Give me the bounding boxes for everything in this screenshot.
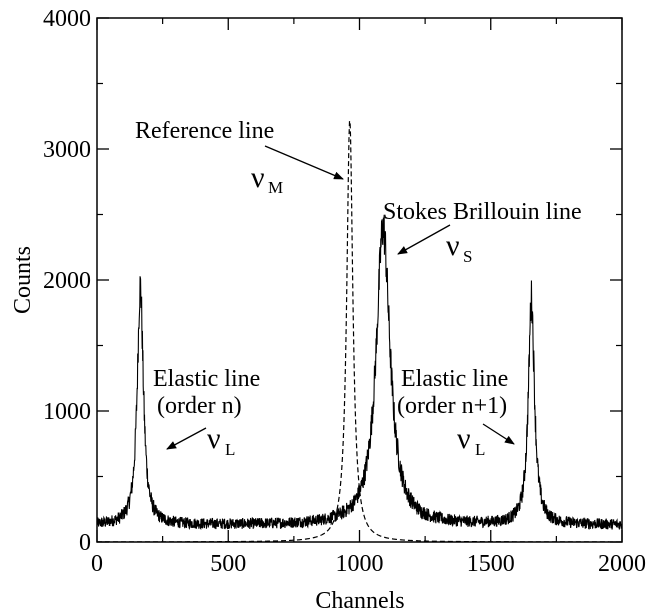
annotation-stokes: Stokes Brillouin line ν S [383, 199, 582, 266]
x-tick-label-1500: 1500 [467, 551, 515, 577]
x-tick-label-2000: 2000 [598, 551, 646, 577]
x-tick-label-0: 0 [91, 551, 103, 577]
annotation-elastic-n1-text: Elastic line [401, 366, 508, 392]
series-reference-line [97, 120, 622, 543]
series-layer [96, 120, 623, 543]
y-tick-label-4000: 4000 [43, 6, 91, 32]
x-axis-title: Channels [315, 588, 404, 614]
annotation-elastic-n-text2: (order n) [157, 393, 242, 419]
annotation-elastic-n1-text2: (order n+1) [397, 393, 507, 419]
annotation-elastic-n1: Elastic line (order n+1) ν L [397, 366, 515, 459]
annotation-elastic-n-arrow [166, 427, 207, 450]
y-tick-label-2000: 2000 [43, 268, 91, 294]
annotation-elastic-n-symbol: ν [207, 422, 221, 455]
annotation-reference-arrow [264, 145, 344, 180]
annotation-stokes-text: Stokes Brillouin line [383, 199, 582, 225]
axis-ticks: 0 500 1000 1500 2000 0 1000 2000 3000 4000 [43, 6, 646, 577]
y-tick-label-0: 0 [79, 530, 91, 556]
y-tick-label-1000: 1000 [43, 399, 91, 425]
y-tick-label-3000: 3000 [43, 137, 91, 163]
annotation-reference-subscript: M [268, 178, 283, 197]
annotation-elastic-n-text: Elastic line [153, 366, 260, 392]
annotation-elastic-n1-subscript: L [475, 440, 485, 459]
annotation-stokes-subscript: S [463, 247, 472, 266]
annotation-elastic-n-subscript: L [225, 440, 235, 459]
y-axis-title: Counts [10, 246, 36, 314]
annotation-reference: Reference line ν M [135, 118, 344, 197]
annotation-elastic-n: Elastic line (order n) ν L [153, 366, 260, 459]
x-tick-label-500: 500 [210, 551, 246, 577]
annotation-elastic-n1-symbol: ν [457, 422, 471, 455]
x-tick-label-1000: 1000 [336, 551, 384, 577]
plot-frame [96, 17, 623, 543]
annotation-stokes-symbol: ν [446, 229, 460, 262]
annotation-reference-symbol: ν [251, 161, 265, 194]
annotation-elastic-n1-arrow [482, 423, 515, 445]
annotation-stokes-arrow [397, 224, 451, 255]
annotation-reference-text: Reference line [135, 118, 274, 144]
